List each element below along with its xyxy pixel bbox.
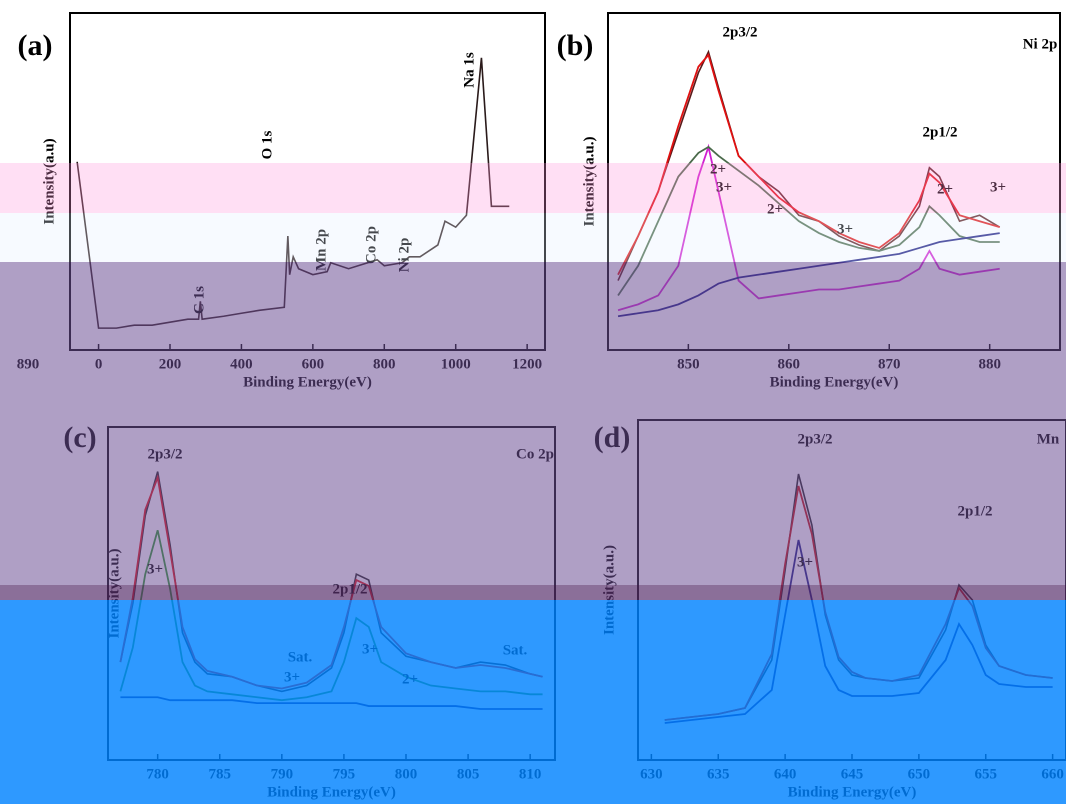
x-tick-label: 635 xyxy=(707,766,730,782)
x-axis-label: Binding Energy(eV) xyxy=(267,784,396,800)
x-tick-label: 0 xyxy=(95,356,103,372)
annotation: 2p1/2 xyxy=(332,581,367,597)
annotation: Sat. xyxy=(503,642,528,658)
spectrum-line xyxy=(119,530,543,702)
annotation: 890 xyxy=(17,356,40,372)
y-axis-label: Intensity(a.u.) xyxy=(106,548,122,638)
x-tick-label: 1200 xyxy=(512,356,542,372)
annotation: 2+ xyxy=(937,181,953,197)
x-tick-label: 650 xyxy=(908,766,931,782)
annotation: Na 1s xyxy=(461,52,477,88)
x-tick-label: 810 xyxy=(519,766,542,782)
x-tick-label: 655 xyxy=(975,766,998,782)
annotation: 2p3/2 xyxy=(722,24,757,40)
x-axis-label: Binding Energy(eV) xyxy=(770,374,899,390)
x-tick-label: 860 xyxy=(778,356,801,372)
x-tick-label: 645 xyxy=(841,766,864,782)
x-tick-label: 630 xyxy=(640,766,663,782)
x-tick-label: 805 xyxy=(457,766,480,782)
spectrum-line xyxy=(617,145,1000,296)
spectrum-line xyxy=(617,143,1000,312)
panel-title: Ni 2p xyxy=(1023,36,1058,52)
annotation: 2+ xyxy=(767,201,783,217)
x-tick-label: 850 xyxy=(677,356,700,372)
y-axis-label: Intensity(a.u.) xyxy=(581,136,597,226)
annotation: 3+ xyxy=(147,561,163,577)
annotation: 2p3/2 xyxy=(147,446,182,462)
x-tick-label: 880 xyxy=(978,356,1001,372)
x-tick-label: 785 xyxy=(209,766,232,782)
spectrum-line xyxy=(664,539,1053,724)
panel-label: (c) xyxy=(63,421,96,454)
annotation: C 1s xyxy=(191,286,207,314)
x-tick-label: 600 xyxy=(302,356,325,372)
panel-title: Mn xyxy=(1037,431,1060,447)
panel-label: (b) xyxy=(557,29,594,62)
annotation: O 1s xyxy=(259,130,275,159)
spectrum-line xyxy=(664,473,1053,721)
x-tick-label: 660 xyxy=(1041,766,1064,782)
annotation: 2+ xyxy=(710,161,726,177)
spectrum-line xyxy=(617,49,1001,281)
annotation: 3+ xyxy=(797,554,813,570)
annotation: 3+ xyxy=(837,221,853,237)
annotation: 3+ xyxy=(284,669,300,685)
annotation: Sat. xyxy=(288,649,313,665)
annotation: 3+ xyxy=(990,179,1006,195)
x-tick-label: 790 xyxy=(271,766,294,782)
annotation: 2p1/2 xyxy=(957,503,992,519)
x-tick-label: 640 xyxy=(774,766,797,782)
x-tick-label: 1000 xyxy=(441,356,471,372)
annotation: 3+ xyxy=(716,179,732,195)
x-axis-label: Binding Energy(eV) xyxy=(243,374,372,390)
x-tick-label: 800 xyxy=(395,766,418,782)
annotation: 3+ xyxy=(362,641,378,657)
annotation: Ni 2p xyxy=(396,238,412,273)
spectrum-line xyxy=(617,53,1000,276)
spectrum-line xyxy=(76,57,510,329)
annotation: 2p3/2 xyxy=(797,431,832,447)
y-axis-label: Intensity(a.u.) xyxy=(601,545,617,635)
panel-label: (a) xyxy=(18,29,53,62)
annotation: Co 2p xyxy=(363,226,379,264)
x-axis-label: Binding Energy(eV) xyxy=(788,784,917,800)
panel-title: Co 2p xyxy=(516,446,554,462)
annotation: 2+ xyxy=(402,671,418,687)
annotation: Mn 2p xyxy=(313,229,329,271)
x-tick-label: 200 xyxy=(159,356,182,372)
panel-label: (d) xyxy=(594,421,631,454)
annotation: 2p1/2 xyxy=(922,124,957,140)
x-tick-label: 400 xyxy=(230,356,253,372)
plot-frame xyxy=(637,419,1066,761)
x-tick-label: 780 xyxy=(146,766,169,782)
x-tick-label: 800 xyxy=(373,356,396,372)
spectrum-line xyxy=(617,232,1000,318)
x-tick-label: 870 xyxy=(878,356,901,372)
x-tick-label: 795 xyxy=(333,766,356,782)
spectrum-line xyxy=(120,696,543,710)
spectrum-line xyxy=(664,485,1053,721)
y-axis-label: Intensity(a.u) xyxy=(41,138,57,224)
